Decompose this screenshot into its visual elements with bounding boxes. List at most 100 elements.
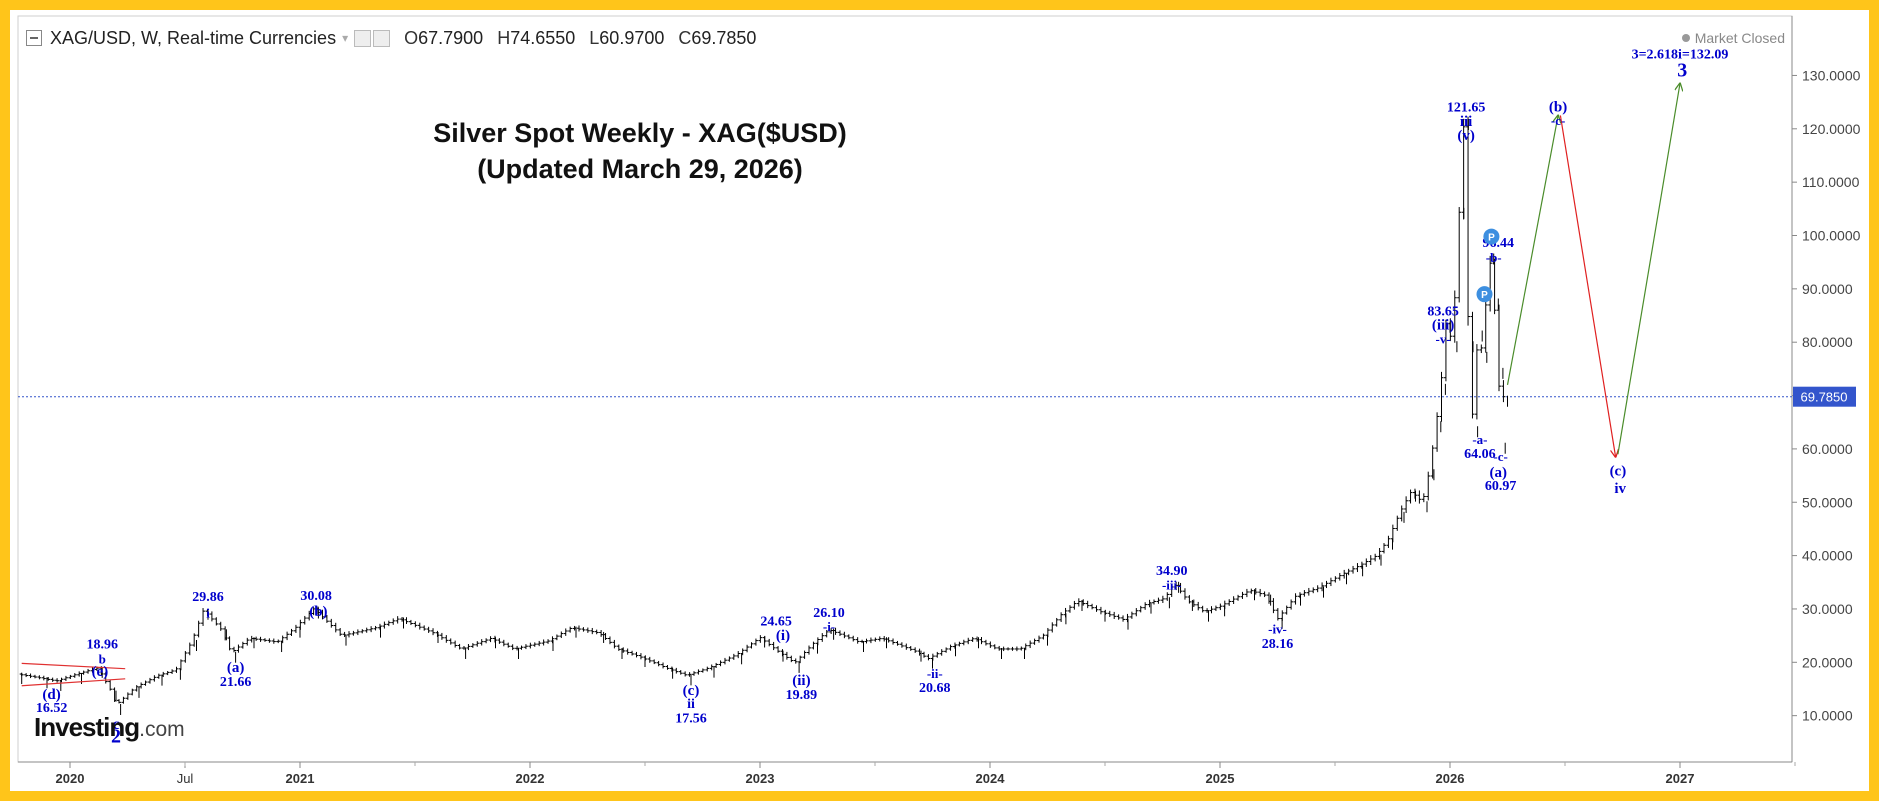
wave-label: iv (1614, 481, 1626, 497)
wave-label: 34.90 (1156, 564, 1188, 579)
wave-label: (v) (1457, 128, 1475, 144)
wave-label: -ii- (927, 666, 943, 681)
last-price-box (1793, 386, 1856, 407)
wave-label: (e) (92, 664, 109, 680)
chart-title-line1: Silver Spot Weekly - XAG($USD) (433, 118, 847, 148)
y-tick-label: 40.0000 (1802, 548, 1853, 564)
wave-label: i (206, 605, 210, 620)
wave-label: (i) (776, 628, 790, 644)
low-value: 60.9700 (599, 27, 665, 48)
y-tick-label: 80.0000 (1802, 334, 1853, 350)
close-label: C (678, 27, 692, 48)
wave-label: 3=2.618i=132.09 (1632, 47, 1729, 62)
market-status: Market Closed (1681, 30, 1785, 46)
wave-label: (a) (1490, 465, 1508, 481)
y-tick-label: 110.0000 (1802, 174, 1860, 190)
plot-area[interactable] (17, 15, 1793, 763)
y-tick-label: 60.0000 (1802, 441, 1853, 457)
y-tick-label: 100.0000 (1802, 228, 1861, 244)
market-status-text: Market Closed (1694, 30, 1785, 46)
wave-label: (b) (309, 604, 327, 620)
wave-label: (d) (42, 687, 60, 703)
y-tick-label: 130.0000 (1802, 67, 1861, 83)
open-label: O (404, 27, 419, 48)
wave-label: -v- (1436, 331, 1451, 346)
wave-label: iii (1460, 114, 1473, 130)
wave-label: 121.65 (1447, 101, 1486, 116)
y-tick-label: 90.0000 (1802, 281, 1853, 297)
status-dot-icon (1681, 34, 1690, 42)
x-tick-label: 2020 (56, 771, 85, 786)
chart-title-line2: (Updated March 29, 2026) (477, 154, 803, 184)
y-tick-label: 50.0000 (1802, 494, 1853, 510)
wave-label: 64.06 (1464, 447, 1496, 462)
x-tick-label: 2027 (1666, 771, 1695, 786)
collapse-icon[interactable] (26, 30, 42, 46)
close-value: 69.7850 (691, 27, 757, 48)
chevron-down-icon[interactable]: ▾ (342, 31, 349, 45)
wave-label: 18.96 (86, 637, 118, 652)
x-tick-label: 2022 (516, 771, 545, 786)
projection-up-arrow (1506, 115, 1559, 385)
wave-label: 20.68 (919, 681, 951, 696)
open-value: 67.7900 (418, 27, 484, 48)
high-label: H (497, 27, 511, 48)
wave-label: 30.08 (300, 589, 332, 604)
y-tick-label: 30.0000 (1802, 601, 1853, 617)
wave-label: (b) (1549, 100, 1567, 116)
triangle-trendline (21, 662, 126, 670)
wave-label: c (112, 716, 119, 733)
wave-label: 28.16 (1262, 637, 1294, 652)
wave-label: 19.89 (786, 688, 818, 703)
x-tick-label: 2023 (746, 771, 775, 786)
logo-suffix: .com (139, 718, 185, 741)
wave-label: (iii) (1432, 317, 1455, 333)
wave-label: -i- (823, 619, 835, 634)
wave-label: 24.65 (760, 614, 792, 629)
symbol-label[interactable]: XAG/USD, W, Real-time Currencies (50, 27, 337, 48)
x-tick-label: 2025 (1206, 771, 1235, 786)
wave-label: -iv- (1268, 621, 1287, 636)
y-tick-label: 20.0000 (1802, 654, 1853, 670)
low-label: L (589, 27, 600, 48)
wave-label: b (99, 651, 106, 666)
wave-label: -c- (1551, 113, 1565, 128)
y-tick-label: 120.0000 (1802, 121, 1861, 137)
pivot-marker-icon[interactable] (1476, 286, 1493, 303)
triangle-trendline (21, 678, 126, 687)
settings-icon[interactable] (354, 29, 372, 47)
wave-label: 83.65 (1427, 305, 1459, 320)
wave-label: (c) (1610, 464, 1627, 480)
gear-icon[interactable] (373, 29, 391, 47)
projection-up-arrow (1617, 83, 1680, 455)
wave-label: 2 (111, 725, 121, 747)
pivot-marker-icon[interactable] (1483, 228, 1500, 245)
wave-label: 3 (1677, 60, 1687, 82)
projection-down-arrow (1559, 115, 1615, 456)
y-tick-label: 10.0000 (1802, 708, 1853, 724)
wave-label: 29.86 (192, 590, 224, 605)
wave-label: 17.56 (675, 712, 707, 727)
last-price-label: 69.7850 (1801, 390, 1848, 405)
pivot-marker-label: P (1481, 290, 1488, 301)
wave-label: 16.52 (36, 701, 68, 716)
wave-label: (c) (683, 683, 700, 699)
wave-label: -iii- (1162, 578, 1182, 593)
chart-header: XAG/USD, W, Real-time Currencies ▾ O 67.… (26, 24, 756, 52)
wave-label: 60.97 (1485, 479, 1517, 494)
pivot-marker-label: P (1488, 233, 1495, 244)
wave-label: -c- (1493, 449, 1507, 464)
x-tick-label: 2026 (1436, 771, 1465, 786)
wave-label: -a- (1472, 432, 1487, 447)
x-tick-label: 2021 (286, 771, 315, 786)
wave-label: 26.10 (813, 606, 845, 621)
x-tick-label: 2024 (976, 771, 1006, 786)
wave-label: -b- (1486, 250, 1502, 265)
wave-label: 21.66 (220, 675, 252, 690)
wave-label: (ii) (792, 673, 810, 689)
x-tick-label: Jul (177, 771, 194, 786)
investing-logo: Investing.com (34, 712, 185, 743)
logo-text: Investing (34, 712, 140, 742)
high-value: 74.6550 (510, 27, 576, 48)
